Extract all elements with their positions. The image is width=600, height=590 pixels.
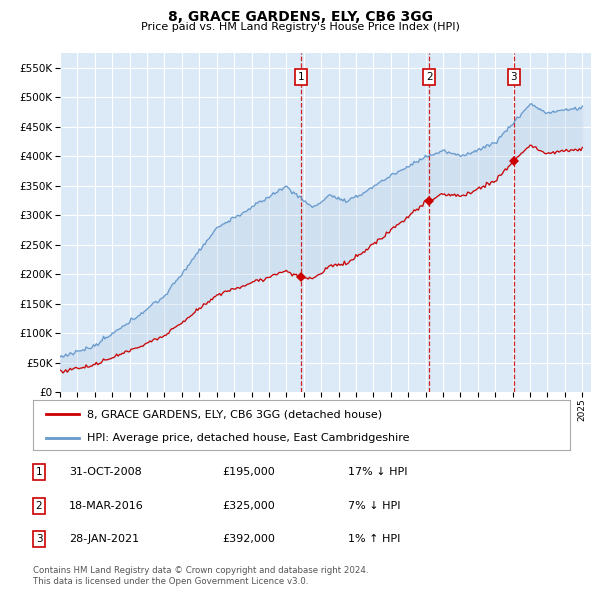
Text: £392,000: £392,000 (222, 535, 275, 544)
Text: 1: 1 (298, 72, 304, 81)
Text: £325,000: £325,000 (222, 501, 275, 510)
Text: 8, GRACE GARDENS, ELY, CB6 3GG: 8, GRACE GARDENS, ELY, CB6 3GG (167, 10, 433, 24)
Text: Price paid vs. HM Land Registry's House Price Index (HPI): Price paid vs. HM Land Registry's House … (140, 22, 460, 32)
Text: 7% ↓ HPI: 7% ↓ HPI (348, 501, 401, 510)
Text: £195,000: £195,000 (222, 467, 275, 477)
Text: 2: 2 (426, 72, 433, 81)
Text: 1: 1 (35, 467, 43, 477)
Text: This data is licensed under the Open Government Licence v3.0.: This data is licensed under the Open Gov… (33, 577, 308, 586)
Text: 3: 3 (35, 535, 43, 544)
Text: 31-OCT-2008: 31-OCT-2008 (69, 467, 142, 477)
Text: 3: 3 (511, 72, 517, 81)
Text: 1% ↑ HPI: 1% ↑ HPI (348, 535, 400, 544)
Text: 8, GRACE GARDENS, ELY, CB6 3GG (detached house): 8, GRACE GARDENS, ELY, CB6 3GG (detached… (87, 409, 382, 419)
Text: 17% ↓ HPI: 17% ↓ HPI (348, 467, 407, 477)
Text: Contains HM Land Registry data © Crown copyright and database right 2024.: Contains HM Land Registry data © Crown c… (33, 566, 368, 575)
Text: 28-JAN-2021: 28-JAN-2021 (69, 535, 139, 544)
Text: 2: 2 (35, 501, 43, 510)
Text: 18-MAR-2016: 18-MAR-2016 (69, 501, 144, 510)
Text: HPI: Average price, detached house, East Cambridgeshire: HPI: Average price, detached house, East… (87, 432, 409, 442)
